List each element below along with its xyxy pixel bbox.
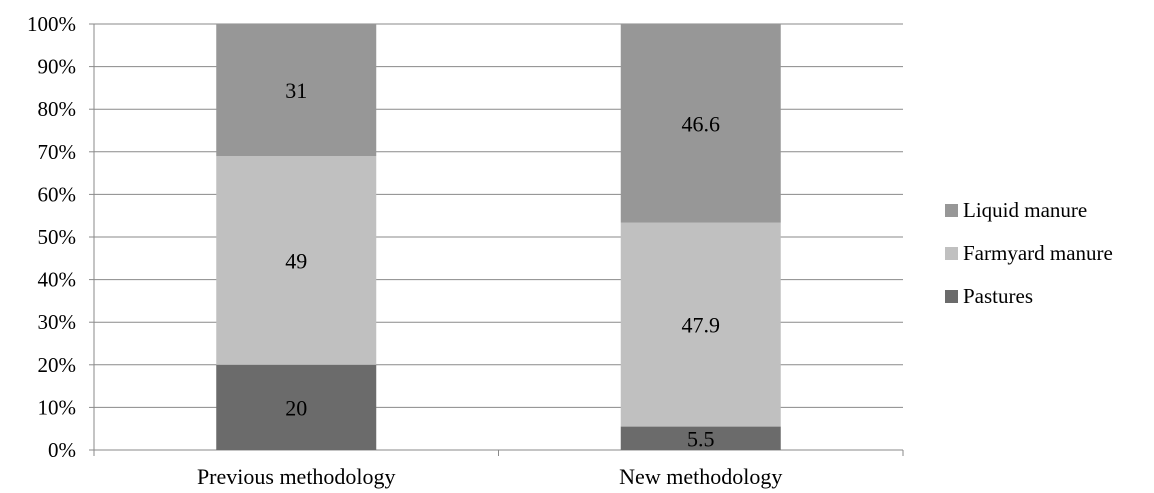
data-label: 20 bbox=[285, 395, 307, 420]
y-tick-label: 20% bbox=[38, 353, 77, 377]
bar-segment-farmyard-manure bbox=[216, 156, 377, 365]
y-tick-label: 30% bbox=[38, 310, 77, 334]
bar-segment-liquid-manure bbox=[216, 24, 377, 157]
data-label: 47.9 bbox=[682, 313, 721, 338]
bar-segment-pastures bbox=[216, 364, 377, 450]
legend-label: Liquid manure bbox=[963, 198, 1087, 222]
x-tick-label: New methodology bbox=[619, 464, 782, 489]
legend-swatch bbox=[945, 204, 958, 217]
y-tick-label: 0% bbox=[48, 438, 76, 462]
y-tick-label: 60% bbox=[38, 182, 77, 206]
bar-segment-liquid-manure bbox=[620, 24, 781, 223]
data-labels: 20 49 31 5.5 47.9 46.6 bbox=[285, 78, 720, 451]
y-tick-label: 70% bbox=[38, 140, 77, 164]
bar-segment-pastures bbox=[620, 426, 781, 450]
y-tick-label: 50% bbox=[38, 225, 77, 249]
y-tick-label: 90% bbox=[38, 55, 77, 79]
legend-swatch bbox=[945, 290, 958, 303]
y-tick-label: 100% bbox=[27, 12, 76, 36]
bars bbox=[216, 24, 781, 450]
legend-label: Farmyard manure bbox=[963, 241, 1113, 265]
legend-swatch bbox=[945, 247, 958, 260]
legend-label: Pastures bbox=[963, 284, 1033, 308]
y-tick-label: 40% bbox=[38, 268, 77, 292]
data-label: 46.6 bbox=[682, 111, 721, 136]
data-label: 31 bbox=[285, 78, 307, 103]
x-tick-label: Previous methodology bbox=[197, 464, 396, 489]
grid-lines bbox=[94, 23, 903, 408]
y-tick-label: 10% bbox=[38, 395, 77, 419]
data-label: 49 bbox=[285, 248, 307, 273]
bar-segment-farmyard-manure bbox=[620, 222, 781, 427]
y-tick-label: 80% bbox=[38, 97, 77, 121]
data-label: 5.5 bbox=[687, 426, 715, 451]
legend: Liquid manure Farmyard manure Pastures bbox=[945, 198, 1113, 308]
axes: 0% 10% 20% 30% 40% 50% 60% 70% 80% 90% 100% Previou… bbox=[27, 12, 904, 489]
